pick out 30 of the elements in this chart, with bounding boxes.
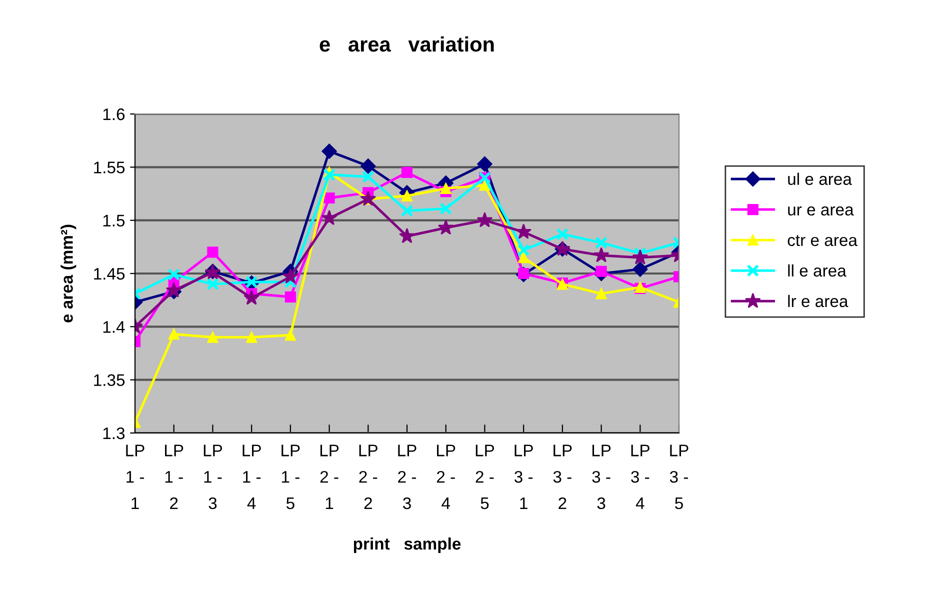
x-tick-label: LP 2 - 2: [359, 444, 378, 510]
x-tick-label: LP 2 - 5: [476, 444, 494, 510]
x-tick-label: LP 1 - 2: [165, 444, 184, 510]
x-axis-title: print sample: [354, 537, 461, 553]
legend-label: ll e area: [788, 264, 846, 277]
x-tick-label: LP 3 - 4: [631, 444, 650, 510]
legend-label: ur e area: [788, 206, 854, 216]
x-tick-label: LP 1 - 4: [242, 444, 261, 510]
x-tick-label: LP 2 - 1: [320, 444, 339, 510]
y-tick-label: 1.4: [103, 321, 125, 333]
x-tick-label: LP 1 - 1: [126, 444, 144, 510]
y-tick-label: 1.5: [103, 214, 125, 227]
x-tick-label: LP 3 - 5: [670, 444, 688, 510]
x-tick-label: LP 2 - 3: [398, 444, 416, 510]
y-tick-label: 1.35: [94, 374, 125, 386]
x-tick-label: LP 3 - 3: [592, 444, 611, 510]
x-tick-label: LP 3 - 2: [553, 444, 572, 510]
y-tick-label: 1.45: [94, 268, 125, 280]
legend-label: ctr e area: [788, 235, 858, 246]
legend-label: ul e area: [788, 172, 852, 185]
x-tick-label: LP 2 - 4: [436, 444, 456, 510]
legend-label: lr e area: [788, 294, 848, 308]
y-tick-label: 1.6: [103, 108, 125, 120]
x-tick-label: LP 1 - 3: [204, 444, 222, 510]
x-tick-label: LP 1 - 5: [282, 444, 300, 510]
chart-title: e area variation: [320, 36, 494, 52]
y-axis-title: e area (mm²): [60, 224, 76, 322]
y-tick-label: 1.3: [103, 427, 125, 440]
y-tick-label: 1.55: [94, 162, 125, 174]
x-tick-label: LP 3 - 1: [514, 444, 533, 510]
